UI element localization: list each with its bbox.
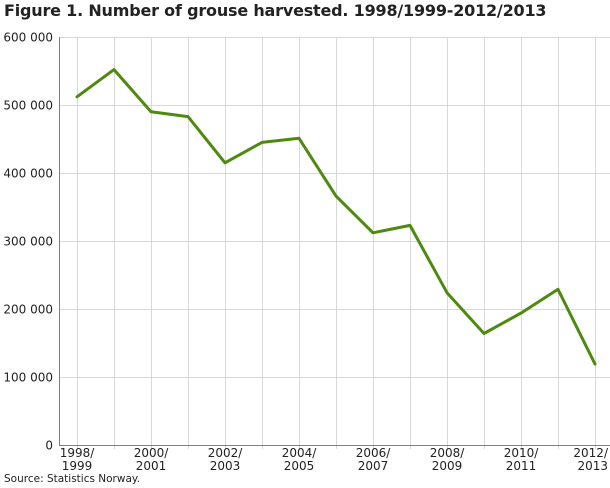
x-tick-label: 2000/ [134,446,170,460]
x-tick-label: 2003 [210,459,241,473]
chart-title: Figure 1. Number of grouse harvested. 19… [4,1,547,20]
y-tick-label: 400 000 [3,167,53,181]
y-tick-label: 100 000 [3,371,53,385]
x-tick-label: 2002/ [208,446,244,460]
x-tick-label: 2010/ [504,446,540,460]
grid-lines [59,37,610,449]
y-tick-label: 500 000 [3,99,53,113]
source-note: Source: Statistics Norway. [4,473,140,485]
x-tick-label: 2007 [358,459,389,473]
x-tick-label: 1999 [62,459,93,473]
x-tick-label: 2013 [577,459,608,473]
x-tick-label: 2012/ [573,446,609,460]
y-tick-label: 0 [45,439,53,453]
y-tick-label: 200 000 [3,303,53,317]
y-tick-label: 300 000 [3,235,53,249]
x-tick-label: 2001 [136,459,167,473]
x-tick-label: 2004/ [282,446,318,460]
y-axis-tick-labels: 0 100 000 200 000 300 000 400 000 500 000 600 … [3,31,53,453]
x-tick-label: 2009 [432,459,463,473]
x-tick-label: 2005 [284,459,315,473]
series [75,68,597,366]
x-tick-label: 1998/ [60,446,96,460]
x-tick-label: 2011 [506,459,537,473]
y-tick-label: 600 000 [3,31,53,45]
x-tick-label: 2008/ [430,446,466,460]
axes [59,37,610,446]
series-line [75,68,597,366]
x-axis-tick-labels: 1998/1999 2000/2001 2002/2003 2004/2005 2006… [60,446,609,473]
x-tick-label: 2006/ [356,446,392,460]
